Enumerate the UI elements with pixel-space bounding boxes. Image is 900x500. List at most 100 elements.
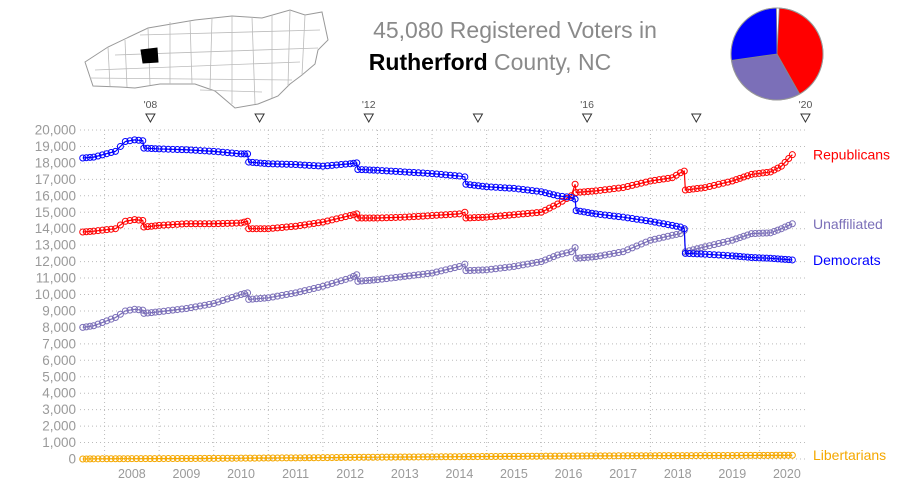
election-marker-icon [145, 113, 156, 124]
data-point [287, 290, 295, 298]
data-point [710, 452, 718, 460]
data-point [107, 149, 115, 157]
data-point [580, 188, 588, 196]
data-point [567, 248, 575, 256]
data-point [487, 213, 495, 221]
data-point [605, 212, 613, 220]
data-point [785, 155, 793, 163]
data-point [528, 209, 536, 217]
data-point [414, 169, 422, 177]
data-point [760, 451, 768, 459]
data-point [492, 452, 500, 460]
data-point [755, 169, 763, 177]
data-point [610, 249, 618, 257]
data-point [592, 253, 600, 261]
series-democrats [79, 136, 796, 264]
data-point [479, 182, 487, 190]
data-point [646, 217, 654, 225]
data-point [619, 184, 627, 192]
data-point [160, 455, 168, 463]
data-point [442, 453, 450, 461]
data-point [533, 452, 541, 460]
data-point [301, 454, 309, 462]
data-point [131, 136, 139, 144]
data-point [396, 168, 404, 176]
data-point [747, 230, 755, 238]
data-point [237, 150, 245, 158]
data-point [210, 220, 218, 228]
y-tick-label: 20,000 [35, 123, 76, 138]
data-point [428, 170, 436, 178]
data-point [571, 195, 579, 203]
data-point [474, 182, 482, 190]
data-point [126, 306, 134, 314]
data-point [469, 453, 477, 461]
data-point [155, 455, 163, 463]
data-point [437, 170, 445, 178]
data-point [545, 204, 553, 212]
data-point [94, 152, 102, 160]
data-point [446, 453, 454, 461]
data-point [244, 289, 252, 297]
data-point [637, 216, 645, 224]
data-point [249, 158, 257, 166]
data-point [178, 220, 186, 228]
data-point [310, 454, 318, 462]
data-point [563, 193, 571, 201]
x-tick-label: 2014 [445, 467, 473, 481]
data-point [305, 161, 313, 169]
data-point [328, 454, 336, 462]
data-point [574, 452, 582, 460]
data-point [466, 181, 474, 189]
x-tick-label: 2009 [173, 467, 201, 481]
data-point [437, 267, 445, 275]
pie-slice [730, 7, 778, 61]
data-point [349, 159, 357, 167]
data-point [619, 452, 627, 460]
data-point [314, 283, 322, 291]
data-point [474, 453, 482, 461]
election-marker-icon [800, 113, 811, 124]
data-point [323, 162, 331, 170]
data-point [583, 452, 591, 460]
series-label-libertarians: Libertarians [813, 447, 886, 463]
data-point [237, 219, 245, 227]
election-marker-icon [363, 113, 375, 124]
data-point [366, 276, 374, 284]
y-tick-label: 7,000 [42, 336, 76, 351]
chart-title-line2: Rutherford County, NC [369, 49, 611, 75]
data-point [601, 452, 609, 460]
data-point [192, 220, 200, 228]
data-point [187, 454, 195, 462]
data-point [733, 451, 741, 459]
data-point [740, 253, 748, 261]
data-point [710, 181, 718, 189]
data-point [256, 225, 264, 233]
data-point [396, 453, 404, 461]
data-point [205, 147, 213, 155]
data-point [169, 221, 177, 229]
data-point [223, 149, 231, 157]
data-point [90, 322, 98, 330]
data-point [253, 295, 261, 303]
data-point [483, 213, 491, 221]
data-point [668, 221, 676, 229]
data-point [424, 270, 432, 278]
data-point [155, 145, 163, 153]
x-tick-label: 2008 [118, 467, 146, 481]
data-point [744, 253, 752, 261]
series-label-unaffiliated: Unaffiliated [813, 216, 883, 232]
y-tick-label: 16,000 [35, 188, 76, 203]
election-marker-icon [472, 113, 484, 124]
data-point [358, 166, 366, 174]
election-marker-icon [581, 113, 593, 124]
data-point [401, 453, 409, 461]
data-point [107, 315, 115, 323]
data-point [82, 323, 90, 331]
data-point [424, 212, 432, 220]
data-point [628, 244, 636, 252]
data-point [269, 160, 277, 168]
data-point [419, 270, 427, 278]
data-point [107, 225, 115, 233]
data-point [774, 255, 782, 263]
